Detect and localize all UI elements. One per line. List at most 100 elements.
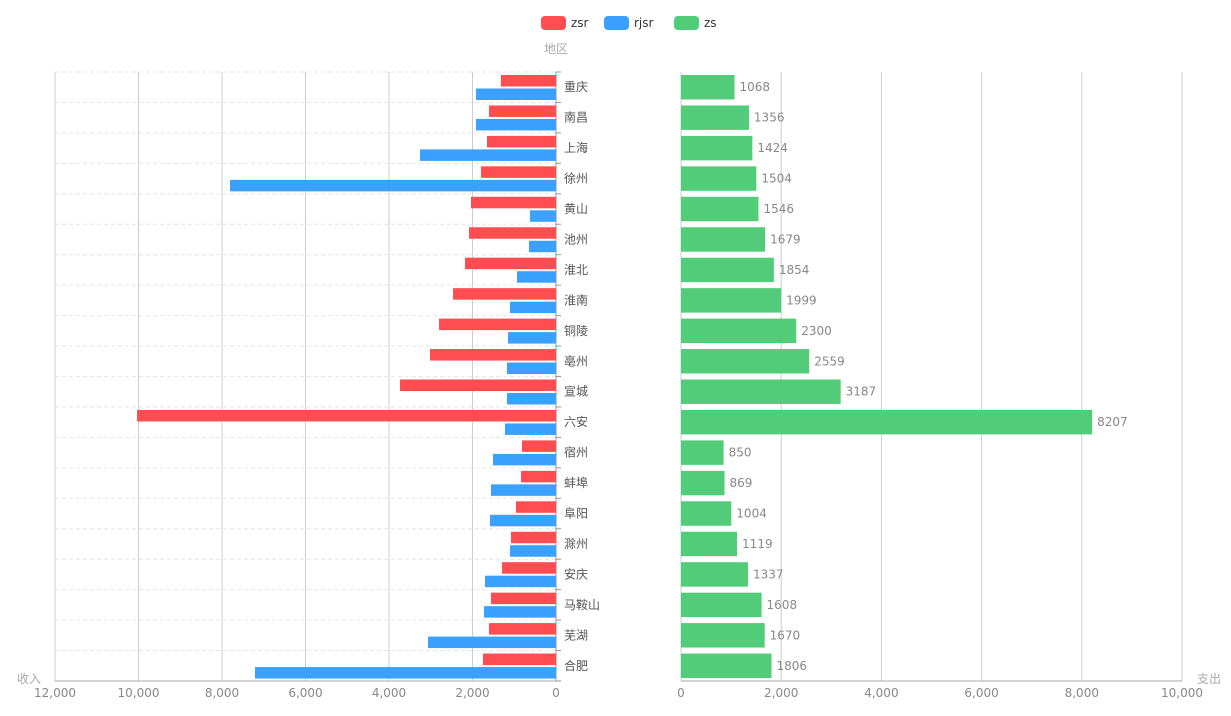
bar-zs-value-label: 1679 <box>770 232 801 246</box>
bar-zs-value-label: 1424 <box>757 141 788 155</box>
y-axis-name: 地区 <box>544 42 568 56</box>
bar-rjsr <box>254 667 557 679</box>
bar-zsr <box>439 318 556 331</box>
left-x-tick-label: 0 <box>552 686 560 700</box>
legend-item-rjsr-swatch[interactable] <box>604 16 629 30</box>
bar-zs <box>681 318 797 344</box>
bar-zs <box>681 257 774 283</box>
bar-rjsr <box>517 271 556 283</box>
bar-zs <box>681 501 732 526</box>
bar-zsr <box>453 288 556 300</box>
bar-zs <box>681 653 772 678</box>
category-label: 淮南 <box>564 292 588 307</box>
bar-zs-value-label: 1356 <box>754 111 785 125</box>
bar-zs-value-label: 1670 <box>770 628 801 642</box>
bar-zs-value-label: 1608 <box>767 598 798 612</box>
bar-zs-value-label: 869 <box>730 476 753 490</box>
bar-zs <box>681 288 782 313</box>
bar-zs <box>681 379 841 404</box>
bar-zsr <box>502 562 556 574</box>
category-label: 宿州 <box>564 445 588 460</box>
legend-item-zs-label[interactable]: zs <box>704 16 717 30</box>
bar-zs <box>681 470 725 496</box>
category-label: 池州 <box>564 232 588 246</box>
bar-rjsr <box>528 240 556 253</box>
bar-zs-value-label: 850 <box>729 446 752 460</box>
bar-zsr <box>399 379 556 391</box>
legend-item-zs-swatch[interactable] <box>674 16 699 30</box>
right-x-tick-label: 10,000 <box>1161 686 1203 700</box>
bar-zsr <box>482 653 556 666</box>
left-x-tick-label: 4,000 <box>372 686 406 700</box>
bar-rjsr <box>504 423 556 435</box>
bar-zs-value-label: 2300 <box>801 324 832 338</box>
bar-rjsr <box>507 332 556 344</box>
bar-zsr <box>490 592 556 605</box>
right-x-tick-label: 4,000 <box>864 686 898 700</box>
bar-zs <box>681 105 749 130</box>
bar-rjsr <box>506 393 556 405</box>
bar-zs-value-label: 3187 <box>846 385 877 399</box>
bar-zsr <box>464 257 556 270</box>
bar-zsr <box>468 227 556 239</box>
bar-rjsr <box>420 149 556 161</box>
bar-zs-value-label: 1806 <box>776 659 807 673</box>
category-label: 马鞍山 <box>564 597 600 612</box>
category-label: 亳州 <box>564 353 588 368</box>
right-x-tick-label: 8,000 <box>1065 686 1099 700</box>
bar-zs-value-label: 1119 <box>742 537 773 551</box>
category-label: 淮北 <box>564 263 588 277</box>
bar-zsr <box>429 349 556 361</box>
legend-item-zsr-label[interactable]: zsr <box>571 16 589 30</box>
bar-rjsr <box>509 545 556 557</box>
bar-zs-value-label: 1068 <box>740 80 771 94</box>
bar-zs-value-label: 1999 <box>786 293 817 307</box>
bar-rjsr <box>483 606 556 618</box>
category-label: 重庆 <box>564 80 588 94</box>
bar-zsr <box>136 409 556 422</box>
category-label: 滁州 <box>564 536 588 551</box>
category-label: 上海 <box>564 140 588 155</box>
category-label: 六安 <box>564 414 588 429</box>
category-label: 安庆 <box>564 566 588 581</box>
bar-zs <box>681 75 735 100</box>
left-x-tick-label: 6,000 <box>288 686 322 700</box>
bar-zsr <box>488 105 556 117</box>
bar-rjsr <box>529 210 556 222</box>
bar-rjsr <box>427 636 556 649</box>
bar-rjsr <box>490 484 556 496</box>
bar-zsr <box>470 196 556 209</box>
bar-zs-value-label: 1337 <box>753 567 784 581</box>
left-x-tick-label: 2,000 <box>455 686 489 700</box>
bar-rjsr <box>492 453 556 466</box>
category-label: 蚌埠 <box>564 476 588 490</box>
bar-zs <box>681 562 748 587</box>
right-x-tick-label: 2,000 <box>764 686 798 700</box>
bar-zs-value-label: 2559 <box>814 354 845 368</box>
bar-zs-value-label: 1004 <box>736 507 767 521</box>
category-label: 黄山 <box>564 202 588 216</box>
right-x-tick-label: 0 <box>677 686 685 700</box>
bar-zsr <box>481 166 556 178</box>
bar-rjsr <box>476 118 556 131</box>
left-x-tick-label: 8,000 <box>205 686 239 700</box>
legend-item-rjsr-label[interactable]: rjsr <box>634 16 654 30</box>
category-label: 南昌 <box>564 110 588 125</box>
bar-zsr <box>486 135 556 148</box>
bar-zs <box>681 349 810 374</box>
category-label: 铜陵 <box>564 323 588 338</box>
bar-zs <box>681 409 1093 435</box>
bar-zs <box>681 196 759 222</box>
bar-zs <box>681 227 766 252</box>
bar-rjsr <box>509 301 556 314</box>
left-x-axis-name: 收入 <box>17 672 41 686</box>
bar-zsr <box>522 440 556 452</box>
category-label: 芜湖 <box>564 627 588 642</box>
right-x-axis-name: 支出 <box>1197 672 1221 686</box>
bar-zs-value-label: 1546 <box>763 202 794 216</box>
bar-rjsr <box>489 514 556 527</box>
bar-zsr <box>510 531 556 544</box>
legend-item-zsr-swatch[interactable] <box>541 16 566 30</box>
